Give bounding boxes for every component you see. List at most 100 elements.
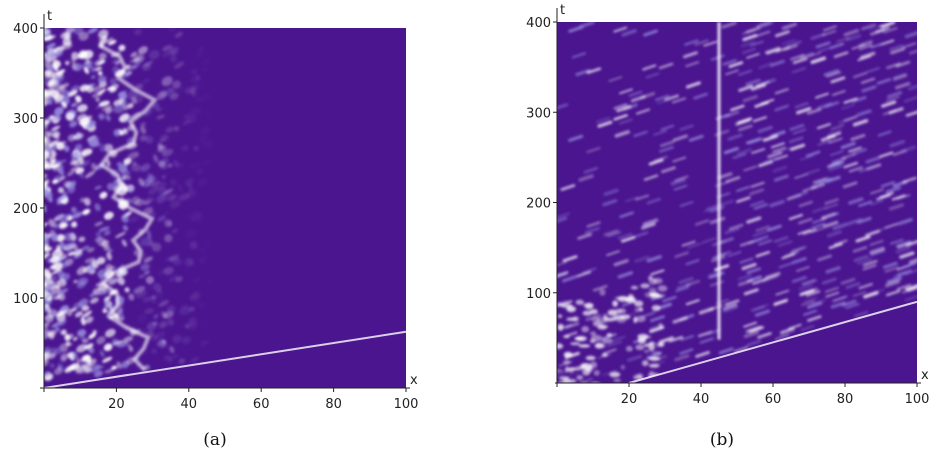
texture-blob [90,66,96,73]
texture-streak [902,42,917,49]
texture-streak [881,100,897,108]
texture-blob [599,288,606,296]
texture-blob [105,158,111,167]
texture-blob [159,193,166,199]
texture-blob [56,69,66,76]
texture-streak [883,261,898,269]
texture-streak [576,270,592,278]
texture-streak [803,309,818,316]
texture-blob [81,310,92,318]
texture-streak [608,76,623,82]
texture-streak [672,156,687,163]
texture-blob [56,313,66,322]
texture-streak [586,67,602,74]
texture-streak [826,71,842,78]
texture-blob [98,100,110,107]
y-tick-label: 400 [526,16,551,31]
texture-blob [98,113,105,120]
texture-streak [746,216,762,224]
texture-streak [780,327,795,334]
texture-blob [73,251,83,259]
texture-blob [51,233,59,242]
texture-streak [827,162,842,169]
texture-blob [184,177,194,186]
texture-blob [106,266,116,271]
texture-blob [79,84,90,92]
texture-streak [619,211,634,218]
texture-blob [46,185,51,190]
texture-blob [44,246,50,252]
texture-streak [607,231,622,238]
texture-blob [637,337,646,344]
texture-blob [143,270,150,275]
texture-streak [905,110,917,117]
texture-streak [886,91,903,99]
texture-streak [743,165,758,172]
texture-blob [76,104,88,113]
texture-streak [823,25,837,32]
texture-blob [46,353,56,360]
texture-blob [124,287,130,293]
texture-streak [643,29,658,37]
texture-streak [806,301,823,309]
texture-streak [735,118,751,126]
texture-blob [46,42,56,50]
texture-streak [897,242,912,249]
texture-streak [829,42,845,50]
texture-blob [151,242,162,252]
texture-streak [750,200,765,207]
texture-blob [87,247,95,253]
texture-streak [674,251,689,258]
texture-streak [790,53,805,61]
texture-blob [630,285,639,290]
texture-blob [51,268,63,275]
texture-blob [83,197,91,206]
texture-blob [81,305,90,312]
texture-blob [178,358,186,364]
texture-streak [879,192,894,199]
texture-streak [592,284,608,292]
texture-streak [848,166,863,173]
texture-streak [750,40,764,47]
texture-streak [850,133,866,141]
texture-streak [845,302,859,309]
texture-blob [168,358,173,364]
texture-blob [138,177,145,187]
texture-streak [828,137,843,144]
texture-blob [107,248,113,253]
texture-blob [133,249,140,257]
texture-blob [52,131,61,139]
texture-blob [75,95,82,103]
texture-streak [824,203,839,210]
texture-streak [736,186,750,192]
texture-streak [728,61,744,68]
texture-streak [646,255,662,263]
texture-streak [557,216,568,223]
texture-streak [613,26,628,33]
texture-blob [652,277,663,284]
texture-streak [724,227,740,235]
texture-streak [811,222,826,229]
texture-streak [706,328,721,336]
texture-streak [675,286,690,293]
heatmap-field [44,28,406,388]
texture-blob [592,321,603,327]
texture-blob [118,44,126,52]
texture-streak [571,52,587,59]
texture-streak [830,150,844,157]
texture-streak [812,206,827,214]
texture-streak [767,151,783,159]
texture-streak [856,109,872,117]
texture-blob [96,336,106,345]
texture-blob [90,74,96,79]
texture-blob [160,134,169,142]
texture-blob [76,281,87,289]
texture-streak [858,166,874,173]
texture-streak [577,232,593,240]
texture-blob [84,343,94,350]
texture-streak [718,347,734,355]
texture-blob [148,50,160,60]
texture-streak [886,276,902,284]
texture-blob [51,116,59,123]
texture-streak [896,283,912,291]
